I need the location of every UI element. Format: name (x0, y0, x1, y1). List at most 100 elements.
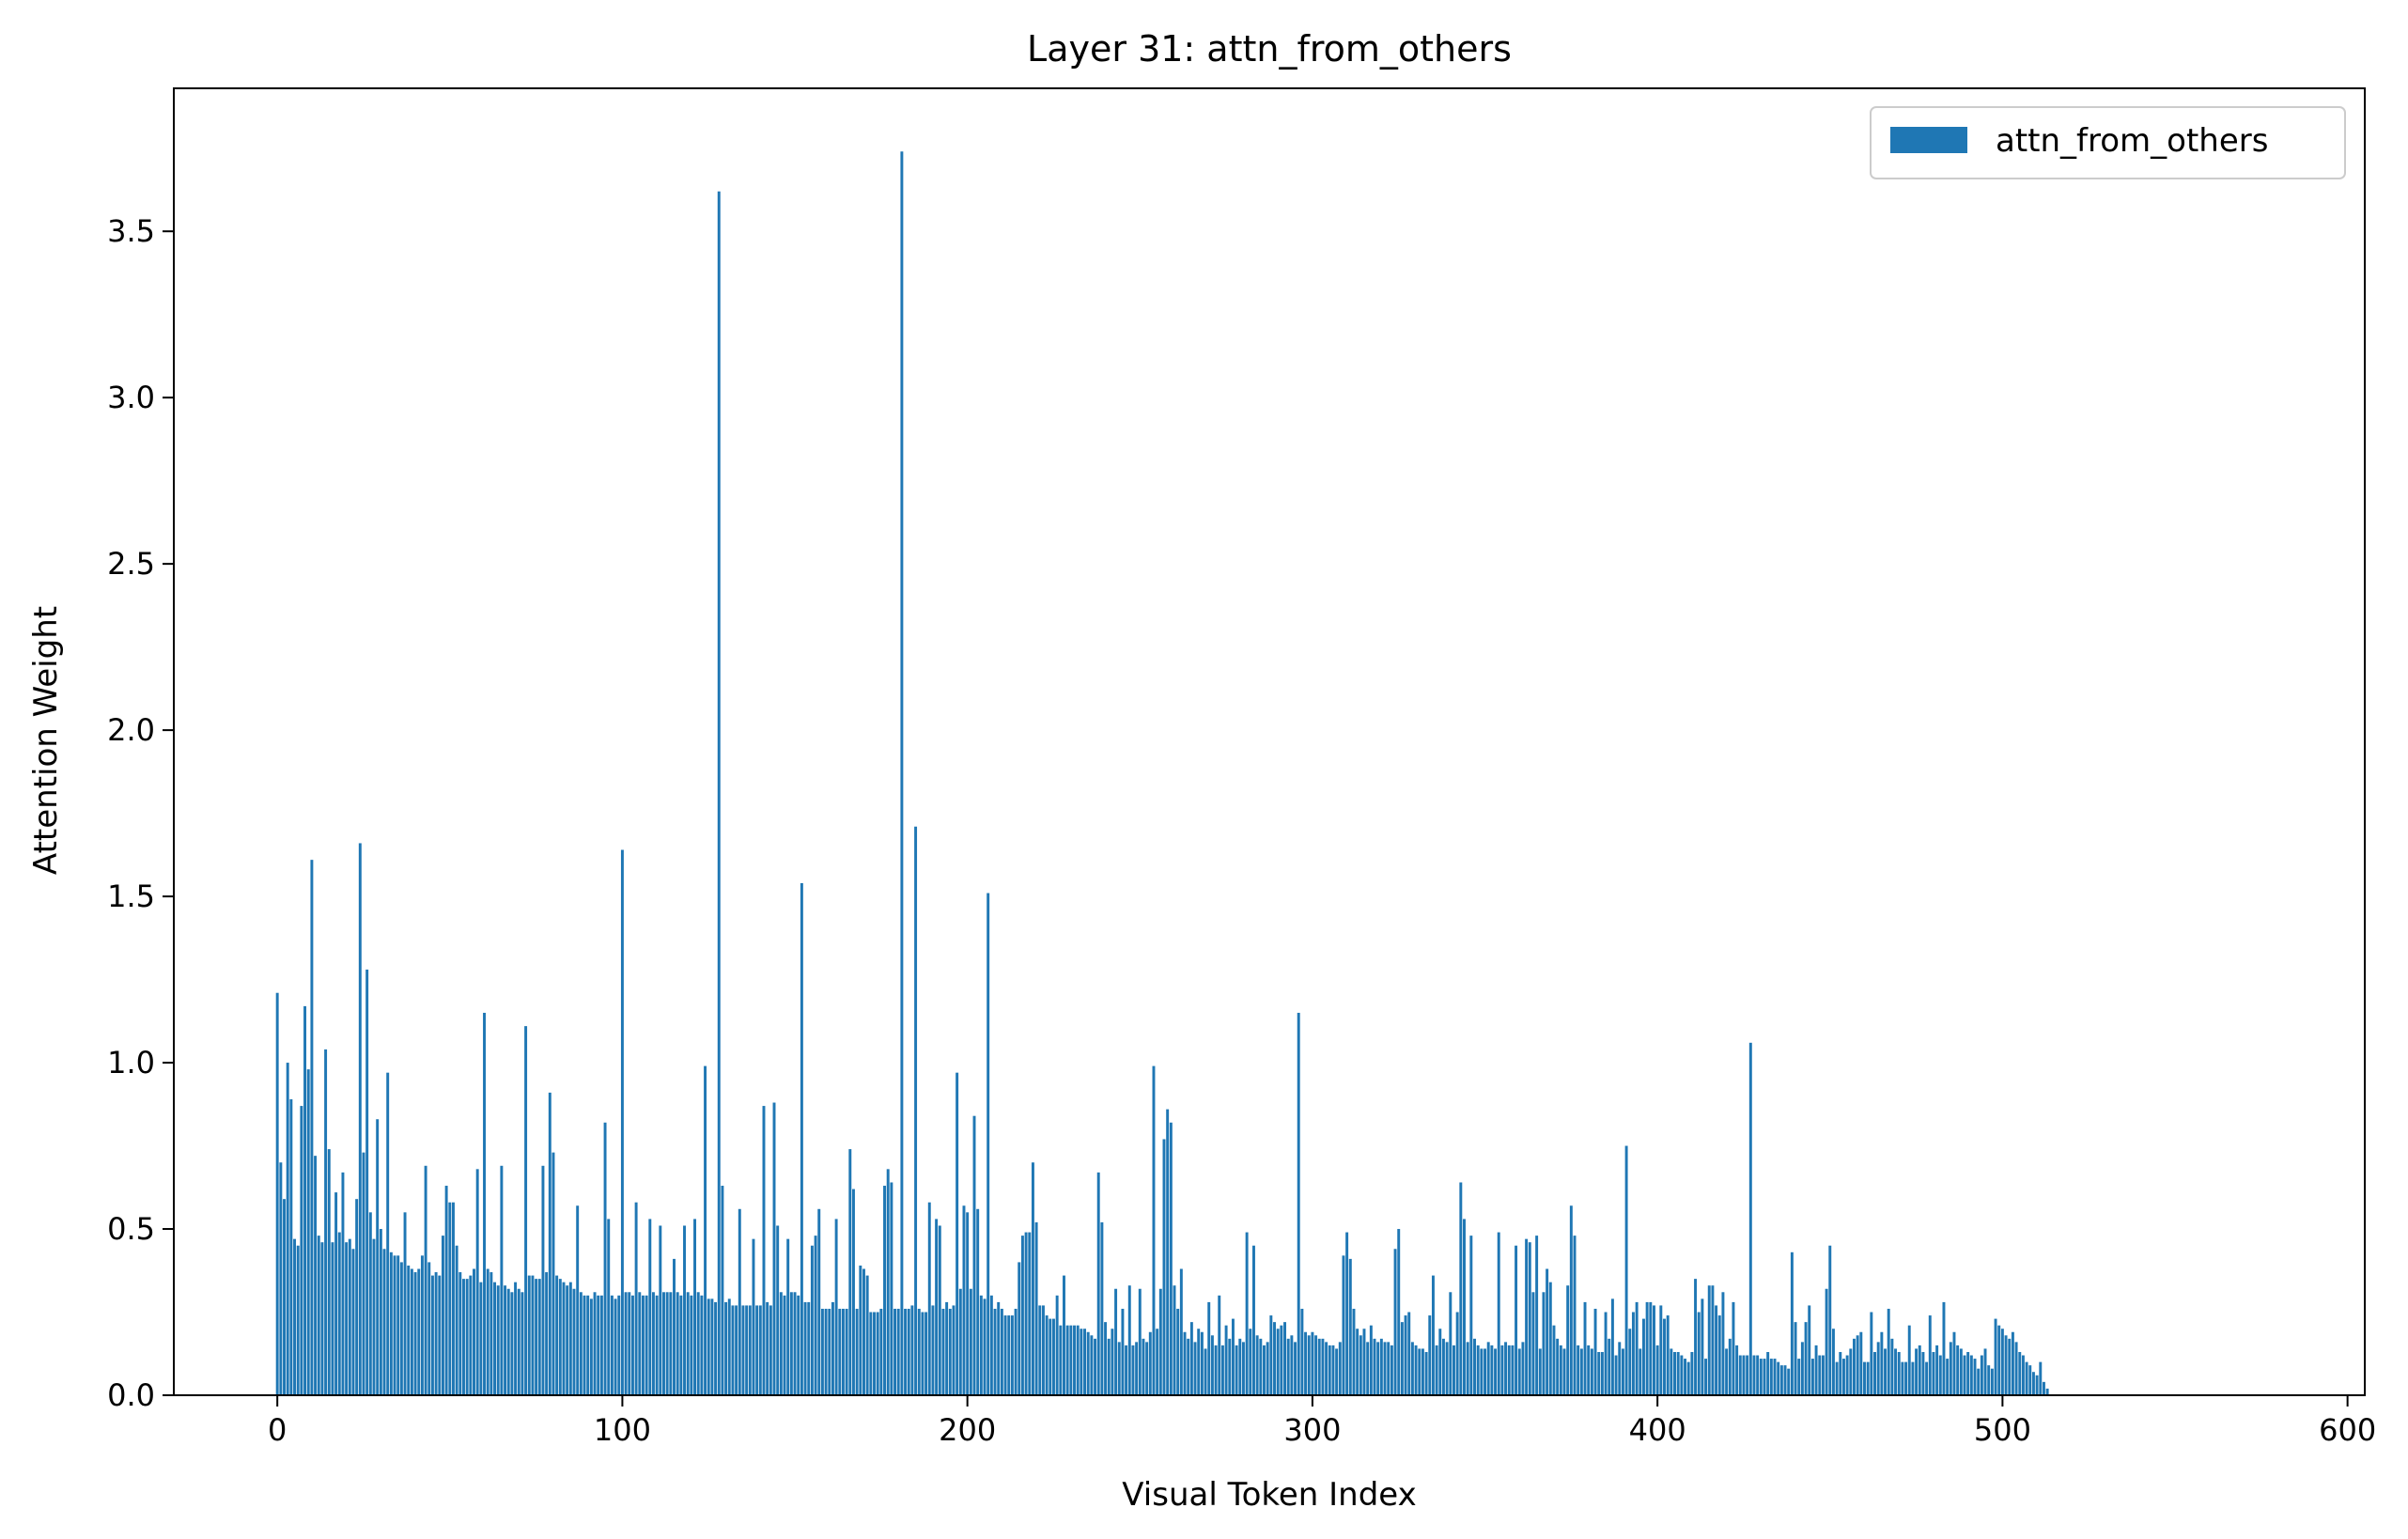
bar (817, 1208, 821, 1395)
bar (1666, 1315, 1670, 1395)
bar (748, 1305, 752, 1395)
bar (413, 1272, 417, 1395)
bar (1200, 1331, 1204, 1395)
bar (1096, 1172, 1100, 1395)
bar (1038, 1305, 1042, 1395)
bar (1410, 1342, 1414, 1395)
bar (1614, 1355, 1618, 1395)
bar (1942, 1301, 1946, 1395)
bar (1977, 1368, 1981, 1395)
bar (614, 1298, 617, 1395)
bar (1556, 1338, 1560, 1395)
bar (1252, 1245, 1255, 1395)
bar (1690, 1351, 1694, 1395)
bar (1904, 1361, 1908, 1395)
bar (1428, 1315, 1432, 1395)
bar (410, 1268, 413, 1395)
bar (828, 1308, 831, 1395)
bar (1628, 1329, 1632, 1395)
bar (1463, 1219, 1466, 1395)
bar (1546, 1268, 1549, 1395)
bar (1431, 1275, 1435, 1395)
bar (386, 1072, 390, 1395)
bar (1204, 1348, 1207, 1395)
bar (1162, 1139, 1166, 1395)
bar (1352, 1308, 1356, 1395)
bar (1397, 1229, 1401, 1395)
bar (1484, 1348, 1486, 1395)
bar (883, 1186, 886, 1395)
bar (1083, 1329, 1086, 1395)
bar (1915, 1348, 1919, 1395)
bar (810, 1245, 814, 1395)
bar (566, 1285, 569, 1395)
y-tick-label: 3.0 (107, 380, 155, 415)
bar (1445, 1342, 1449, 1395)
bar (927, 1202, 931, 1395)
bar (399, 1262, 403, 1395)
bar (504, 1285, 507, 1395)
bar (2039, 1361, 2043, 1395)
bar (524, 1026, 528, 1395)
bar (620, 849, 624, 1395)
bar (1020, 1236, 1024, 1395)
bar (786, 1238, 790, 1395)
bar (1455, 1312, 1459, 1395)
bar (948, 1308, 952, 1395)
bar (1697, 1312, 1701, 1395)
bar (1659, 1305, 1663, 1395)
bar (427, 1262, 431, 1395)
bar (1169, 1122, 1173, 1395)
bar (1866, 1361, 1870, 1395)
bar (1849, 1348, 1853, 1395)
bar (1348, 1258, 1352, 1395)
bar (306, 1069, 310, 1395)
bar (1131, 1345, 1135, 1395)
bar (1686, 1361, 1690, 1395)
bar (527, 1275, 531, 1395)
bar (1990, 1368, 1994, 1395)
bar (1621, 1348, 1624, 1395)
bar (448, 1202, 452, 1395)
bar (1138, 1288, 1142, 1395)
bar (1220, 1345, 1224, 1395)
bar (334, 1192, 338, 1395)
bar (1701, 1298, 1704, 1395)
bar (1610, 1298, 1614, 1395)
bar (1283, 1322, 1286, 1395)
bar (727, 1298, 731, 1395)
bar (914, 826, 918, 1395)
bar (1000, 1308, 1003, 1395)
bar (1707, 1285, 1711, 1395)
bar (1897, 1351, 1901, 1395)
bar (1400, 1322, 1404, 1395)
bar (1921, 1351, 1925, 1395)
bar (910, 1305, 914, 1395)
bar (1393, 1249, 1397, 1395)
bar (1821, 1355, 1825, 1395)
bar (1839, 1351, 1842, 1395)
bar (2011, 1331, 2014, 1395)
legend-box (1870, 106, 2346, 179)
bar (1949, 1342, 1952, 1395)
bar (731, 1305, 735, 1395)
bar (1763, 1359, 1766, 1395)
bar (776, 1225, 780, 1395)
bar (372, 1238, 376, 1395)
bar (1494, 1348, 1498, 1395)
bar (1973, 1359, 1977, 1395)
bar (279, 1162, 283, 1395)
y-axis-label: Attention Weight (27, 606, 65, 875)
bar (1459, 1182, 1463, 1395)
y-tick-label: 0.5 (107, 1211, 155, 1247)
bar (1010, 1315, 1014, 1395)
bar (327, 1149, 331, 1395)
bar (1390, 1345, 1393, 1395)
bar (624, 1292, 628, 1395)
bar (351, 1249, 355, 1395)
bar (1608, 1338, 1611, 1395)
bar (1742, 1355, 1746, 1395)
bar (1870, 1312, 1873, 1395)
bar (873, 1312, 876, 1395)
